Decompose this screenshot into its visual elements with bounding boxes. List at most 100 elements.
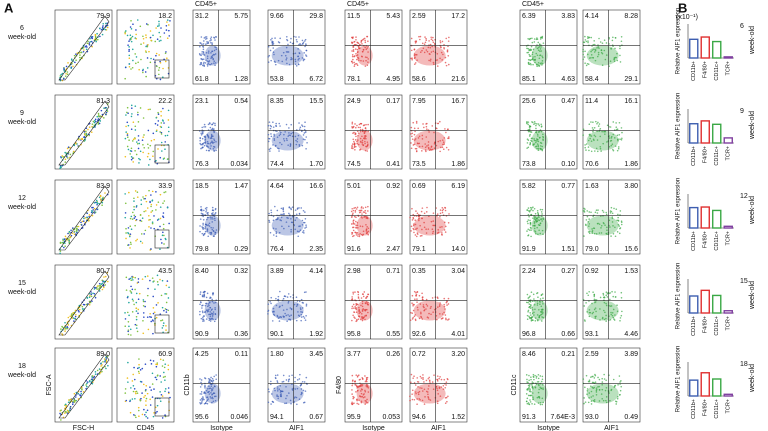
event-dot [269, 150, 271, 152]
event-dot [592, 131, 594, 133]
event-dot [366, 296, 368, 298]
event-dot [59, 413, 61, 415]
event-dot [613, 150, 615, 152]
event-dot [202, 312, 204, 314]
event-dot [71, 59, 73, 61]
event-dot [437, 402, 439, 404]
event-dot [211, 214, 213, 216]
event-dot [436, 128, 438, 130]
category-label: CD11b+ [691, 61, 697, 81]
event-dot [298, 63, 300, 65]
event-dot [131, 28, 133, 30]
event-dot [69, 315, 71, 317]
quadrant-value: 0.55 [386, 331, 400, 338]
event-dot [602, 210, 604, 212]
event-dot [64, 239, 66, 241]
event-dot [210, 127, 212, 129]
event-dot [128, 50, 130, 52]
event-dot [355, 48, 357, 50]
event-dot [531, 291, 533, 293]
event-dot [359, 127, 361, 129]
event-dot [159, 391, 161, 393]
density [272, 216, 304, 236]
density [414, 131, 446, 151]
event-dot [354, 291, 356, 293]
event-dot [615, 126, 617, 128]
event-dot [437, 213, 439, 215]
y-axis-label: Relative AIF1 expression [676, 8, 682, 74]
event-dot [295, 209, 297, 211]
event-dot [530, 379, 532, 381]
event-dot [137, 309, 139, 311]
event-dot [162, 231, 164, 233]
bar [724, 394, 732, 396]
event-dot [358, 127, 360, 129]
event-dot [353, 235, 355, 237]
event-dot [425, 151, 427, 153]
event-dot [365, 124, 367, 126]
event-dot [157, 302, 159, 304]
event-dot [124, 78, 126, 80]
event-dot [416, 377, 418, 379]
event-dot [162, 417, 164, 419]
event-dot [138, 410, 140, 412]
event-dot [130, 68, 132, 70]
event-dot [138, 371, 140, 373]
event-dot [99, 28, 101, 30]
event-dot [164, 390, 166, 392]
event-dot [356, 208, 358, 210]
event-dot [206, 209, 208, 211]
event-dot [92, 36, 94, 38]
event-dot [290, 124, 292, 126]
event-dot [589, 381, 591, 383]
event-dot [72, 402, 74, 404]
event-dot [424, 403, 426, 405]
event-dot [364, 38, 366, 40]
event-dot [91, 207, 93, 209]
event-dot [296, 320, 298, 322]
event-dot [530, 224, 532, 226]
event-dot [306, 55, 308, 57]
density [357, 131, 373, 151]
event-dot [367, 40, 369, 42]
event-dot [152, 396, 154, 398]
event-dot [351, 296, 353, 298]
event-dot [212, 293, 214, 295]
event-dot [412, 122, 414, 124]
event-dot [351, 123, 353, 125]
event-dot [128, 326, 130, 328]
quadrant-value: 79.0 [585, 246, 599, 253]
event-dot [137, 112, 139, 114]
event-dot [130, 387, 132, 389]
event-dot [415, 210, 417, 212]
event-dot [145, 195, 147, 197]
event-dot [214, 321, 216, 323]
event-dot [620, 210, 622, 212]
event-dot [133, 138, 135, 140]
event-dot [82, 306, 84, 308]
event-dot [159, 157, 161, 159]
quadrant-value: 0.053 [382, 414, 400, 421]
quadrant-value: 3.04 [451, 268, 465, 275]
event-dot [270, 297, 272, 299]
event-dot [410, 319, 412, 321]
event-dot [127, 133, 129, 135]
plot-frame [583, 348, 640, 422]
event-dot [607, 296, 609, 298]
quadrant-value: 0.66 [561, 331, 575, 338]
y-axis-label: FSC-A [46, 374, 53, 395]
event-dot [66, 66, 68, 68]
event-dot [157, 120, 159, 122]
event-dot [160, 400, 162, 402]
event-dot [434, 43, 436, 45]
event-dot [155, 27, 157, 29]
event-dot [529, 312, 531, 314]
event-dot [596, 209, 598, 211]
event-dot [538, 374, 540, 376]
event-dot [410, 142, 412, 144]
event-dot [602, 293, 604, 295]
event-dot [79, 309, 81, 311]
event-dot [134, 225, 136, 227]
event-dot [364, 210, 366, 212]
event-dot [205, 378, 207, 380]
